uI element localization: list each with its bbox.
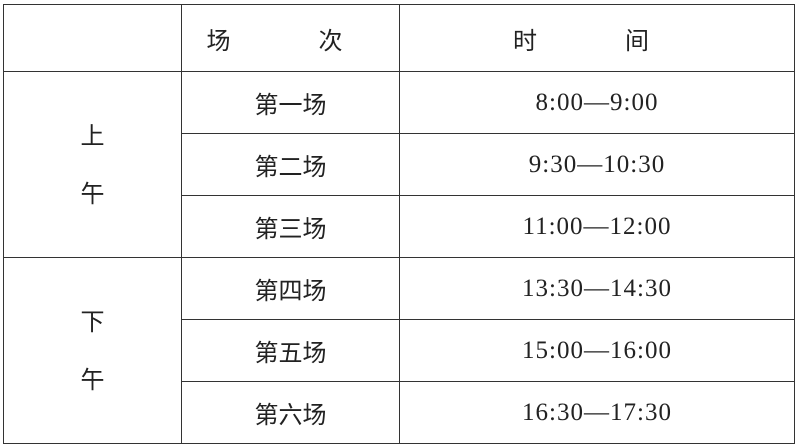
table-row: 第五场 15:00—16:00: [4, 319, 795, 382]
session-time: 8:00—9:00: [399, 71, 795, 134]
session-name: 第五场: [181, 319, 400, 382]
period-char: 午: [80, 179, 105, 208]
schedule-table: 场 次 时 间 上 午 第一场 8:00—9:00 第二场 9:30—10:30…: [3, 4, 795, 444]
session-time: 13:30—14:30: [399, 257, 795, 320]
session-name: 第四场: [181, 257, 400, 320]
period-morning: 上 午: [3, 71, 182, 258]
period-afternoon: 下 午: [3, 257, 182, 444]
header-session: 场 次: [181, 4, 400, 72]
session-name: 第一场: [181, 71, 400, 134]
table-row: 第六场 16:30—17:30: [4, 381, 795, 444]
session-time: 15:00—16:00: [399, 319, 795, 382]
session-time: 16:30—17:30: [399, 381, 795, 444]
session-time: 9:30—10:30: [399, 133, 795, 196]
session-name: 第二场: [181, 133, 400, 196]
table-row: 第二场 9:30—10:30: [4, 133, 795, 196]
period-char: 下: [80, 307, 105, 336]
header-row: 场 次 时 间: [3, 4, 795, 72]
session-name: 第三场: [181, 195, 400, 258]
table-row: 上 午 第一场 8:00—9:00: [3, 71, 795, 258]
session-time: 11:00—12:00: [399, 195, 795, 258]
period-char: 上: [80, 121, 105, 150]
period-char: 午: [80, 365, 105, 394]
header-empty: [3, 4, 182, 72]
table-row: 下 午 第四场 13:30—14:30: [3, 257, 795, 444]
header-time: 时 间: [399, 4, 795, 72]
session-name: 第六场: [181, 381, 400, 444]
